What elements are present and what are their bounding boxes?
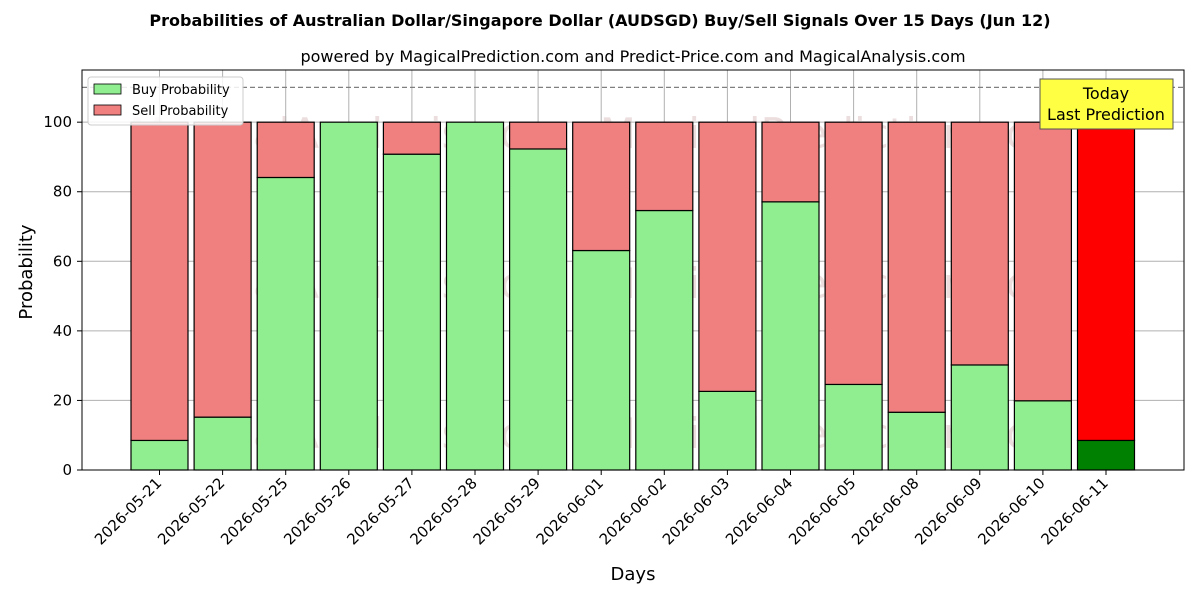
chart-title: Probabilities of Australian Dollar/Singa… xyxy=(149,11,1050,30)
annotation-text: Today xyxy=(1082,84,1129,103)
y-tick-label: 0 xyxy=(62,461,72,479)
bar-sell xyxy=(887,121,946,413)
bar-buy xyxy=(382,153,441,471)
today-annotation: Today Last Prediction xyxy=(1039,78,1174,130)
legend-label-sell: Sell Probability xyxy=(132,104,229,119)
annotation-box xyxy=(1039,78,1174,130)
bar-buy xyxy=(193,416,252,471)
y-tick-label: 40 xyxy=(53,322,72,340)
bar-buy xyxy=(950,364,1009,471)
bar-buy xyxy=(761,201,820,471)
bar-sell xyxy=(698,121,757,392)
plot-frame xyxy=(81,69,1185,471)
y-tick-label: 100 xyxy=(43,113,72,131)
x-tick-label: 2026-05-29 xyxy=(470,474,544,548)
bar-buy xyxy=(256,176,315,471)
y-tick-label: 60 xyxy=(53,252,72,270)
bar-sell xyxy=(1013,121,1073,402)
annotation-text: Last Prediction xyxy=(1047,105,1165,124)
x-tick-label: 2026-05-22 xyxy=(154,474,228,548)
x-tick-label: 2026-05-27 xyxy=(343,474,417,548)
bar-buy xyxy=(824,383,883,471)
bar-buy xyxy=(1076,439,1136,471)
bar-buy xyxy=(1013,400,1073,471)
bar-buy xyxy=(698,390,757,471)
x-tick-label: 2026-05-25 xyxy=(217,474,291,548)
y-axis-label: Probability xyxy=(16,224,37,319)
legend-swatch-buy xyxy=(93,83,122,95)
bar-buy xyxy=(509,148,568,471)
x-tick-label: 2026-06-09 xyxy=(911,474,985,548)
y-tick-label: 20 xyxy=(53,391,72,409)
bar-buy xyxy=(572,249,631,471)
bar-sell xyxy=(509,121,568,150)
x-tick-label: 2026-06-03 xyxy=(659,474,733,548)
bar-sell xyxy=(130,121,189,442)
x-tick-label: 2026-06-10 xyxy=(974,474,1048,548)
bar-sell xyxy=(1076,121,1136,442)
plot-area: MagicalAnalysis.comMagicalPrediction.com… xyxy=(43,69,1185,548)
x-axis-label: Days xyxy=(611,564,656,585)
y-tick-label: 80 xyxy=(53,183,72,201)
bar-buy xyxy=(887,411,946,471)
legend-box xyxy=(87,76,244,126)
x-tick-label: 2026-06-08 xyxy=(848,474,922,548)
chart-subtitle: powered by MagicalPrediction.com and Pre… xyxy=(300,47,965,66)
bar-buy xyxy=(635,209,694,471)
bar-buy xyxy=(130,439,189,471)
bar-sell xyxy=(950,121,1009,366)
bar-sell xyxy=(761,121,820,203)
bar-buy xyxy=(445,121,505,471)
bar-sell xyxy=(382,121,441,155)
x-tick-label: 2026-05-28 xyxy=(406,474,480,548)
legend-swatch-sell xyxy=(93,104,122,116)
x-tick-label: 2026-06-04 xyxy=(722,474,796,548)
x-tick-label: 2026-05-21 xyxy=(91,474,165,548)
legend-label-buy: Buy Probability xyxy=(132,83,230,98)
bar-sell xyxy=(572,121,631,252)
x-tick-label: 2026-05-26 xyxy=(280,474,354,548)
bar-sell xyxy=(256,121,315,179)
bar-sell xyxy=(824,121,883,386)
x-tick-label: 2026-06-02 xyxy=(596,474,670,548)
bar-buy xyxy=(319,121,378,471)
x-tick-label: 2026-06-05 xyxy=(785,474,859,548)
legend: Buy Probability Sell Probability xyxy=(87,76,244,126)
x-tick-label: 2026-06-01 xyxy=(533,474,607,548)
bar-sell xyxy=(635,121,694,212)
x-tick-label: 2026-06-11 xyxy=(1037,474,1111,548)
bar-sell xyxy=(193,121,252,418)
